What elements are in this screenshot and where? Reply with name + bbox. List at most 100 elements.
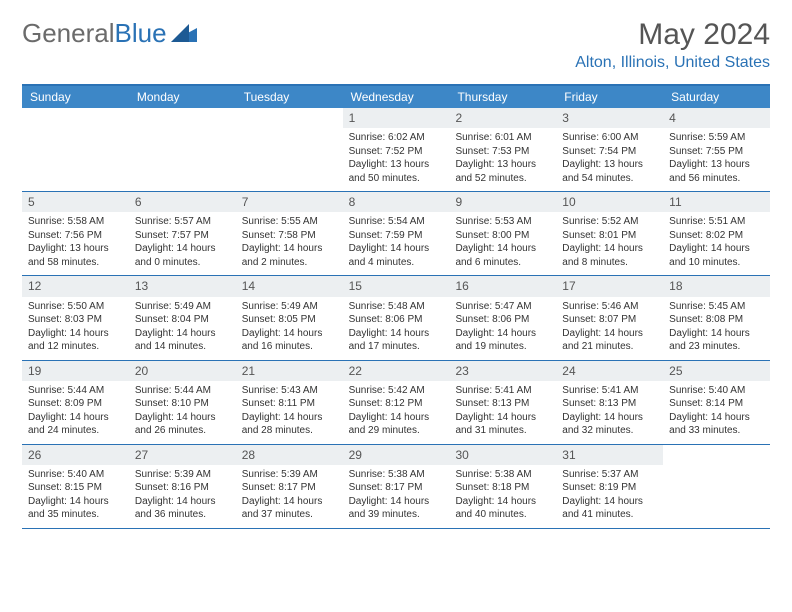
sunset-text: Sunset: 8:00 PM — [455, 229, 550, 243]
daylight-text: Daylight: 14 hours and 37 minutes. — [242, 495, 337, 522]
day-number: 2 — [449, 108, 556, 128]
day-cell: 16Sunrise: 5:47 AMSunset: 8:06 PMDayligh… — [449, 276, 556, 359]
week-row: 19Sunrise: 5:44 AMSunset: 8:09 PMDayligh… — [22, 361, 770, 445]
day-number: 8 — [343, 192, 450, 212]
day-number: 13 — [129, 276, 236, 296]
day-header: Wednesday — [343, 86, 450, 108]
sunset-text: Sunset: 8:14 PM — [669, 397, 764, 411]
sunrise-text: Sunrise: 5:39 AM — [135, 468, 230, 482]
sunset-text: Sunset: 8:19 PM — [562, 481, 657, 495]
day-cell: 18Sunrise: 5:45 AMSunset: 8:08 PMDayligh… — [663, 276, 770, 359]
empty-cell — [129, 108, 236, 191]
day-header: Sunday — [22, 86, 129, 108]
sunset-text: Sunset: 7:53 PM — [455, 145, 550, 159]
empty-cell — [236, 108, 343, 191]
day-cell: 11Sunrise: 5:51 AMSunset: 8:02 PMDayligh… — [663, 192, 770, 275]
day-number: 7 — [236, 192, 343, 212]
sunset-text: Sunset: 8:04 PM — [135, 313, 230, 327]
sunset-text: Sunset: 8:06 PM — [455, 313, 550, 327]
sunset-text: Sunset: 8:18 PM — [455, 481, 550, 495]
sunrise-text: Sunrise: 5:58 AM — [28, 215, 123, 229]
day-number: 18 — [663, 276, 770, 296]
sunset-text: Sunset: 8:07 PM — [562, 313, 657, 327]
sunset-text: Sunset: 7:55 PM — [669, 145, 764, 159]
day-number: 16 — [449, 276, 556, 296]
sunrise-text: Sunrise: 5:44 AM — [28, 384, 123, 398]
daylight-text: Daylight: 14 hours and 10 minutes. — [669, 242, 764, 269]
logo-text-2: Blue — [115, 18, 167, 49]
day-cell: 1Sunrise: 6:02 AMSunset: 7:52 PMDaylight… — [343, 108, 450, 191]
day-cell: 2Sunrise: 6:01 AMSunset: 7:53 PMDaylight… — [449, 108, 556, 191]
day-number: 10 — [556, 192, 663, 212]
sunrise-text: Sunrise: 5:50 AM — [28, 300, 123, 314]
sunrise-text: Sunrise: 5:48 AM — [349, 300, 444, 314]
day-cell: 4Sunrise: 5:59 AMSunset: 7:55 PMDaylight… — [663, 108, 770, 191]
sunset-text: Sunset: 7:57 PM — [135, 229, 230, 243]
daylight-text: Daylight: 14 hours and 28 minutes. — [242, 411, 337, 438]
daylight-text: Daylight: 14 hours and 35 minutes. — [28, 495, 123, 522]
sunset-text: Sunset: 8:15 PM — [28, 481, 123, 495]
daylight-text: Daylight: 14 hours and 16 minutes. — [242, 327, 337, 354]
day-number: 6 — [129, 192, 236, 212]
daylight-text: Daylight: 14 hours and 32 minutes. — [562, 411, 657, 438]
day-number: 30 — [449, 445, 556, 465]
sunset-text: Sunset: 8:10 PM — [135, 397, 230, 411]
sunset-text: Sunset: 8:08 PM — [669, 313, 764, 327]
logo: GeneralBlue — [22, 18, 197, 49]
daylight-text: Daylight: 14 hours and 0 minutes. — [135, 242, 230, 269]
weeks-container: 1Sunrise: 6:02 AMSunset: 7:52 PMDaylight… — [22, 108, 770, 529]
day-number: 25 — [663, 361, 770, 381]
day-cell: 13Sunrise: 5:49 AMSunset: 8:04 PMDayligh… — [129, 276, 236, 359]
day-header: Saturday — [663, 86, 770, 108]
day-number: 26 — [22, 445, 129, 465]
day-number: 17 — [556, 276, 663, 296]
sunset-text: Sunset: 8:05 PM — [242, 313, 337, 327]
sunrise-text: Sunrise: 5:43 AM — [242, 384, 337, 398]
sunrise-text: Sunrise: 5:52 AM — [562, 215, 657, 229]
sunrise-text: Sunrise: 5:40 AM — [28, 468, 123, 482]
empty-cell — [22, 108, 129, 191]
empty-cell — [663, 445, 770, 528]
sunrise-text: Sunrise: 5:41 AM — [455, 384, 550, 398]
calendar: SundayMondayTuesdayWednesdayThursdayFrid… — [22, 84, 770, 529]
day-cell: 25Sunrise: 5:40 AMSunset: 8:14 PMDayligh… — [663, 361, 770, 444]
sunrise-text: Sunrise: 6:00 AM — [562, 131, 657, 145]
day-number: 15 — [343, 276, 450, 296]
daylight-text: Daylight: 14 hours and 23 minutes. — [669, 327, 764, 354]
day-number: 11 — [663, 192, 770, 212]
sunset-text: Sunset: 7:58 PM — [242, 229, 337, 243]
sunrise-text: Sunrise: 5:53 AM — [455, 215, 550, 229]
daylight-text: Daylight: 14 hours and 12 minutes. — [28, 327, 123, 354]
day-cell: 7Sunrise: 5:55 AMSunset: 7:58 PMDaylight… — [236, 192, 343, 275]
day-cell: 15Sunrise: 5:48 AMSunset: 8:06 PMDayligh… — [343, 276, 450, 359]
day-cell: 27Sunrise: 5:39 AMSunset: 8:16 PMDayligh… — [129, 445, 236, 528]
daylight-text: Daylight: 14 hours and 8 minutes. — [562, 242, 657, 269]
sunset-text: Sunset: 8:06 PM — [349, 313, 444, 327]
day-cell: 31Sunrise: 5:37 AMSunset: 8:19 PMDayligh… — [556, 445, 663, 528]
day-cell: 28Sunrise: 5:39 AMSunset: 8:17 PMDayligh… — [236, 445, 343, 528]
day-cell: 6Sunrise: 5:57 AMSunset: 7:57 PMDaylight… — [129, 192, 236, 275]
day-number: 22 — [343, 361, 450, 381]
sunrise-text: Sunrise: 5:54 AM — [349, 215, 444, 229]
daylight-text: Daylight: 13 hours and 50 minutes. — [349, 158, 444, 185]
sunset-text: Sunset: 8:11 PM — [242, 397, 337, 411]
day-cell: 20Sunrise: 5:44 AMSunset: 8:10 PMDayligh… — [129, 361, 236, 444]
sunset-text: Sunset: 8:13 PM — [562, 397, 657, 411]
day-cell: 22Sunrise: 5:42 AMSunset: 8:12 PMDayligh… — [343, 361, 450, 444]
sunrise-text: Sunrise: 6:02 AM — [349, 131, 444, 145]
day-cell: 19Sunrise: 5:44 AMSunset: 8:09 PMDayligh… — [22, 361, 129, 444]
daylight-text: Daylight: 14 hours and 14 minutes. — [135, 327, 230, 354]
day-cell: 9Sunrise: 5:53 AMSunset: 8:00 PMDaylight… — [449, 192, 556, 275]
sunrise-text: Sunrise: 5:46 AM — [562, 300, 657, 314]
day-cell: 8Sunrise: 5:54 AMSunset: 7:59 PMDaylight… — [343, 192, 450, 275]
daylight-text: Daylight: 14 hours and 19 minutes. — [455, 327, 550, 354]
daylight-text: Daylight: 14 hours and 2 minutes. — [242, 242, 337, 269]
day-number: 19 — [22, 361, 129, 381]
day-number: 23 — [449, 361, 556, 381]
day-number: 31 — [556, 445, 663, 465]
daylight-text: Daylight: 14 hours and 39 minutes. — [349, 495, 444, 522]
daylight-text: Daylight: 13 hours and 52 minutes. — [455, 158, 550, 185]
sunrise-text: Sunrise: 5:38 AM — [455, 468, 550, 482]
day-header: Thursday — [449, 86, 556, 108]
day-cell: 24Sunrise: 5:41 AMSunset: 8:13 PMDayligh… — [556, 361, 663, 444]
